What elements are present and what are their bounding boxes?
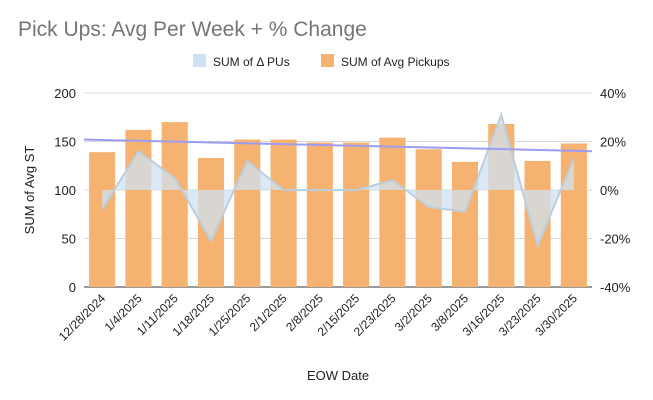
y-left-tick-label: 0 bbox=[69, 280, 76, 295]
chart-title: Pick Ups: Avg Per Week + % Change bbox=[18, 18, 367, 41]
y-right-tick-label: -40% bbox=[600, 280, 631, 295]
x-tick-label: 3/2/2025 bbox=[392, 291, 435, 334]
y-left-tick-label: 100 bbox=[54, 183, 76, 198]
x-axis-title: EOW Date bbox=[307, 368, 369, 383]
y-right-tick-label: 0% bbox=[600, 183, 619, 198]
bar bbox=[89, 152, 116, 287]
y-left-tick-label: 150 bbox=[54, 135, 76, 150]
bar bbox=[343, 142, 370, 287]
bar bbox=[379, 137, 406, 287]
legend-label-delta: SUM of Δ PUs bbox=[213, 55, 290, 69]
legend-swatch-delta bbox=[193, 54, 206, 67]
bar bbox=[270, 139, 297, 287]
y-axis-title: SUM of Avg ST bbox=[22, 146, 37, 235]
bar bbox=[415, 149, 442, 287]
x-tick-label: 2/1/2025 bbox=[247, 291, 290, 334]
y-right-tick-label: -20% bbox=[600, 232, 631, 247]
legend-swatch-pickups bbox=[321, 54, 334, 67]
area-fill bbox=[102, 114, 574, 246]
y-left-tick-label: 50 bbox=[62, 232, 76, 247]
x-tick-label: 12/28/2024 bbox=[56, 291, 109, 344]
area-line bbox=[101, 111, 575, 249]
y-right-tick-label: 40% bbox=[600, 86, 626, 101]
bar bbox=[560, 143, 587, 287]
trendline bbox=[83, 138, 593, 153]
y-right-tick-label: 20% bbox=[600, 135, 626, 150]
bar bbox=[306, 142, 333, 287]
y-left-tick-label: 200 bbox=[54, 86, 76, 101]
bar bbox=[161, 122, 188, 287]
bar bbox=[451, 161, 479, 287]
legend-label-pickups: SUM of Avg Pickups bbox=[341, 55, 450, 69]
